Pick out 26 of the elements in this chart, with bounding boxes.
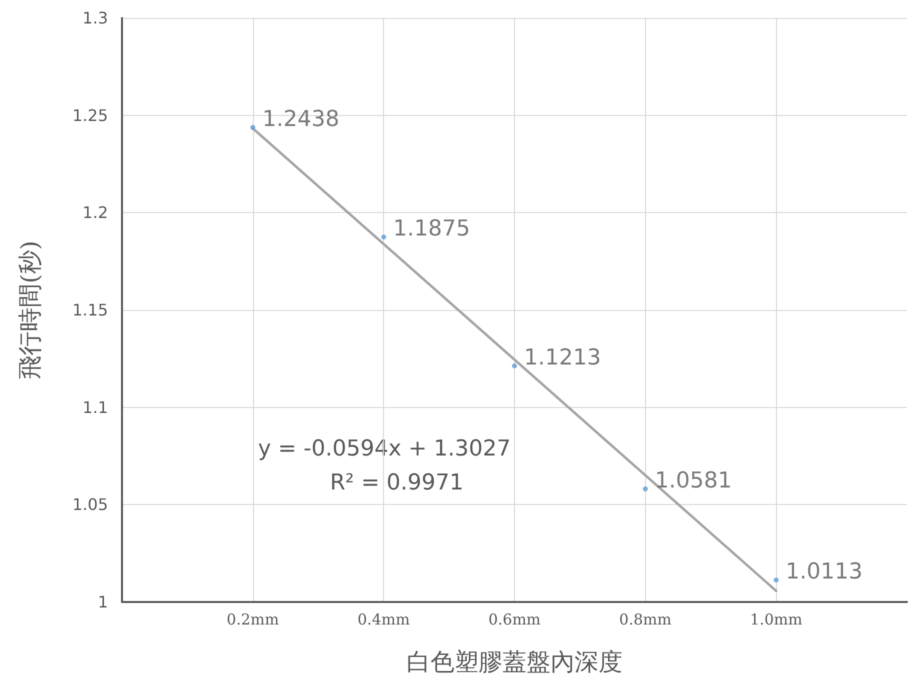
data-label: 1.2438 bbox=[262, 106, 340, 132]
data-label: 1.0113 bbox=[786, 560, 863, 585]
data-label: 1.0581 bbox=[654, 468, 732, 494]
x-tick-label: 0.6mm bbox=[488, 610, 541, 628]
point bbox=[512, 363, 517, 368]
y-tick-label: 1.3 bbox=[82, 8, 108, 28]
x-tick-label: 0.8mm bbox=[619, 610, 672, 628]
data-label: 1.1875 bbox=[393, 216, 470, 242]
y-tick-label: 1.05 bbox=[72, 495, 108, 514]
point bbox=[774, 578, 779, 582]
point bbox=[642, 486, 648, 492]
y-tick-label: 1 bbox=[98, 592, 108, 612]
x-tick-label: 0.4mm bbox=[358, 610, 410, 628]
point bbox=[250, 124, 256, 130]
y-tick-label: 1.25 bbox=[72, 106, 108, 125]
y-axis-title: 飛行時間(秒) bbox=[16, 240, 44, 380]
y-tick-label: 1.1 bbox=[82, 398, 108, 417]
annotation: R² = 0.9971 bbox=[330, 470, 464, 496]
x-tick-label: 1.0mm bbox=[750, 610, 802, 628]
y-tick-label: 1.2 bbox=[82, 203, 108, 222]
x-axis-title: 白色塑膠蓋盤內深度 bbox=[406, 648, 622, 676]
point bbox=[381, 234, 386, 240]
y-tick-label: 1.15 bbox=[72, 300, 108, 320]
annotation: y = -0.0594x + 1.3027 bbox=[258, 436, 511, 462]
x-tick-label: 0.2mm bbox=[226, 610, 279, 628]
data-label: 1.1213 bbox=[524, 345, 601, 370]
